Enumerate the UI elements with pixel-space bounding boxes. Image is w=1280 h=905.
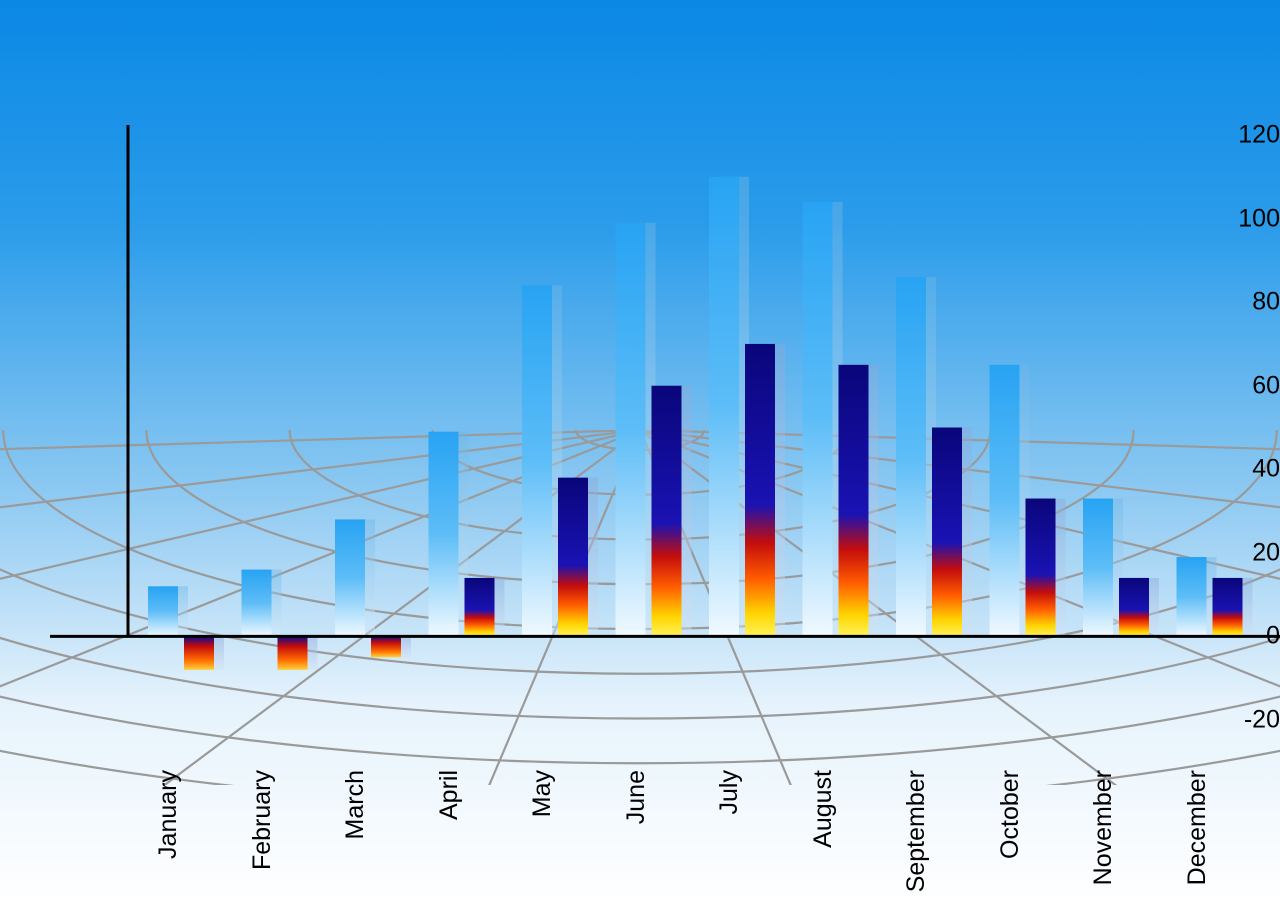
- bar-series2: [932, 428, 962, 637]
- y-tick-label: 100: [1170, 204, 1280, 233]
- x-category-label: June: [622, 770, 651, 824]
- bar-series2: [558, 478, 588, 637]
- bar-series2: [745, 344, 775, 637]
- x-category-label: May: [528, 770, 557, 817]
- bar-series2: [278, 636, 308, 669]
- bar-series1: [242, 570, 272, 637]
- bar-series1: [896, 277, 926, 636]
- x-category-label: August: [809, 770, 838, 848]
- x-category-label: January: [154, 770, 183, 859]
- bar-series1: [429, 432, 459, 637]
- bar-series2: [184, 636, 214, 669]
- bar-series1: [335, 519, 365, 636]
- bar-series2: [465, 578, 495, 637]
- x-category-label: October: [996, 770, 1025, 859]
- x-category-label: March: [341, 770, 370, 839]
- bar-series1: [616, 223, 646, 637]
- x-category-label: September: [902, 770, 931, 892]
- y-tick-label: 80: [1170, 288, 1280, 317]
- bar-series1: [148, 586, 178, 636]
- y-tick-label: 120: [1170, 121, 1280, 150]
- y-tick-label: -20: [1170, 706, 1280, 735]
- bar-series1: [522, 285, 552, 636]
- bar-series2: [652, 386, 682, 637]
- bar-series1: [1083, 499, 1113, 637]
- y-tick-label: 0: [1170, 622, 1280, 651]
- chart-stage: -20 0 20 40 60 80 100 120 January February March A…: [0, 0, 1280, 905]
- x-category-label: July: [715, 770, 744, 814]
- bar-series2: [839, 365, 869, 637]
- x-category-label: February: [248, 770, 277, 870]
- bar-series2: [371, 636, 401, 657]
- y-tick-label: 60: [1170, 371, 1280, 400]
- bar-series1: [990, 365, 1020, 637]
- bar-series2: [1119, 578, 1149, 637]
- y-tick-label: 40: [1170, 455, 1280, 484]
- y-tick-label: 20: [1170, 538, 1280, 567]
- bar-series1: [803, 202, 833, 637]
- x-category-label: April: [435, 770, 464, 820]
- x-category-label: November: [1089, 770, 1118, 885]
- bar-series1: [709, 177, 739, 637]
- x-category-label: December: [1183, 770, 1212, 885]
- bar-series2: [1026, 499, 1056, 637]
